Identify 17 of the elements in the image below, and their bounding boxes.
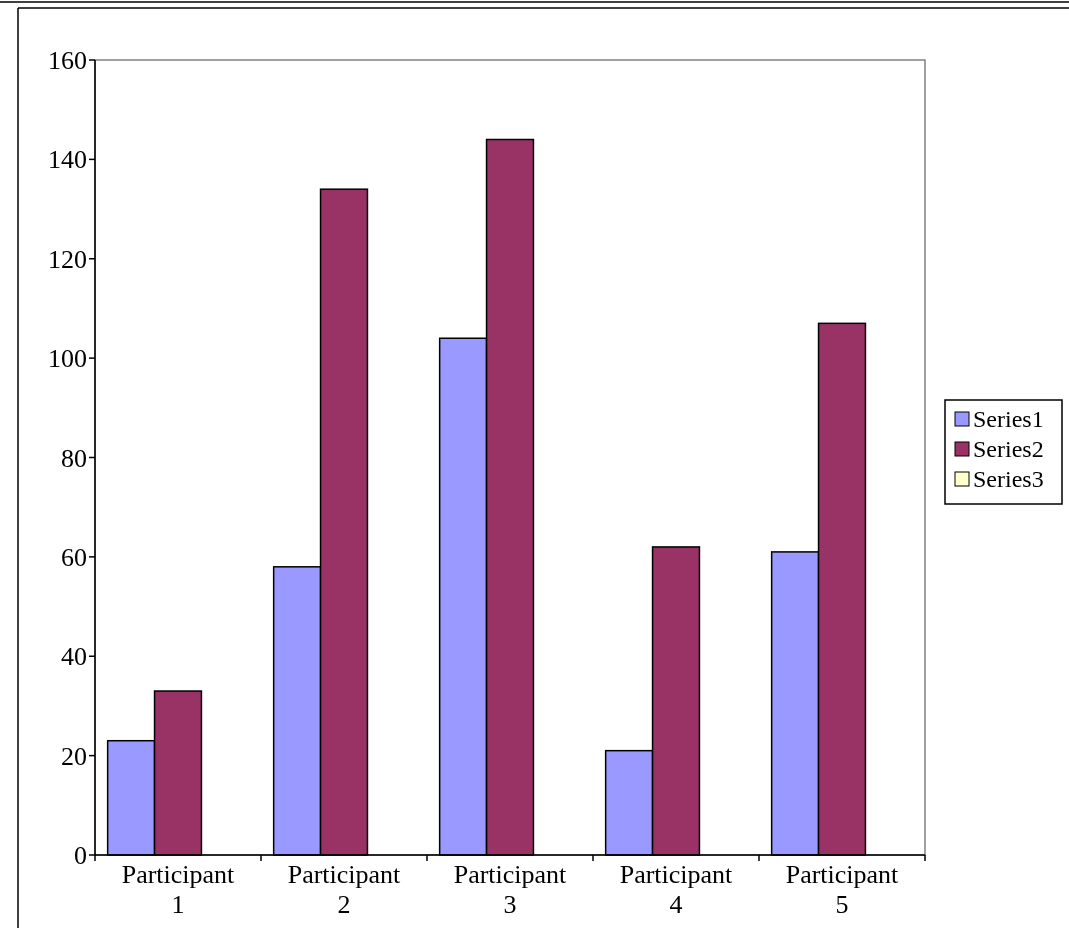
y-tick-label: 20: [61, 741, 87, 771]
x-tick-label: Participant 5: [785, 860, 900, 919]
y-tick-label: 160: [48, 46, 87, 76]
y-tick-label: 140: [48, 145, 87, 175]
y-tick-label: 60: [61, 542, 87, 572]
x-tick-label: Participant 1: [121, 860, 236, 919]
y-tick-label: 120: [48, 244, 87, 274]
x-tick-label: Participant 2: [287, 860, 402, 919]
legend-label: Series2: [973, 436, 1044, 463]
y-tick-label: 100: [48, 344, 87, 374]
y-tick-label: 40: [61, 642, 87, 672]
legend-label: Series1: [973, 406, 1044, 433]
y-tick-label: 0: [74, 841, 87, 871]
legend-label: Series3: [973, 466, 1044, 493]
y-tick-label: 80: [61, 443, 87, 473]
x-tick-label: Participant 3: [453, 860, 568, 919]
x-tick-label: Participant 4: [619, 860, 734, 919]
